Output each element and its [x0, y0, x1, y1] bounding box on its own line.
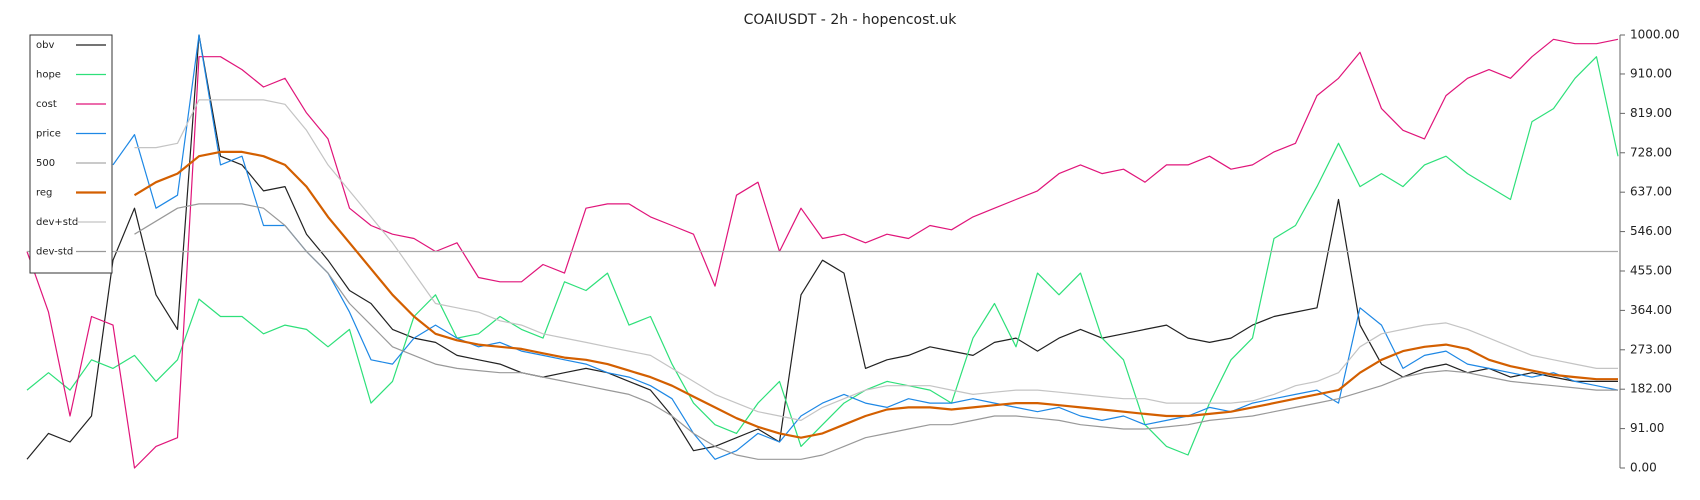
legend-label: price [36, 129, 61, 140]
series-line [112, 34, 1619, 460]
legend-label: 500 [36, 158, 55, 169]
legend-label: reg [36, 188, 52, 199]
y-tick-label: 728.00 [1630, 145, 1672, 159]
y-tick-label: 1000.00 [1630, 28, 1680, 42]
y-tick-label: 455.00 [1630, 263, 1672, 277]
y-tick-label: 546.00 [1630, 224, 1672, 238]
legend-label: dev+std [36, 217, 78, 228]
y-tick-label: 273.00 [1630, 342, 1672, 356]
y-tick-label: 182.00 [1630, 382, 1672, 396]
series-line [26, 34, 1618, 460]
legend: obv hope cost price 500 reg dev+std dev-std [29, 34, 113, 274]
chart-title: COAIUSDT - 2h - hopencost.uk [744, 12, 958, 28]
y-tick-label: 910.00 [1630, 66, 1672, 80]
legend-label: obv [36, 40, 54, 51]
y-tick-label: 637.00 [1630, 185, 1672, 199]
legend-label: hope [36, 70, 61, 81]
y-tick-label: 364.00 [1630, 303, 1672, 317]
y-tick-label: 819.00 [1630, 106, 1672, 120]
series-line [26, 56, 1619, 456]
legend-label: cost [36, 99, 57, 110]
y-tick-label: 0.00 [1630, 461, 1657, 475]
y-tick-label: 91.00 [1630, 421, 1664, 435]
series-line [134, 99, 1618, 421]
series-line [26, 38, 1619, 469]
series-line [134, 203, 1618, 460]
series-line [133, 150, 1618, 439]
legend-label: dev-std [36, 247, 73, 258]
